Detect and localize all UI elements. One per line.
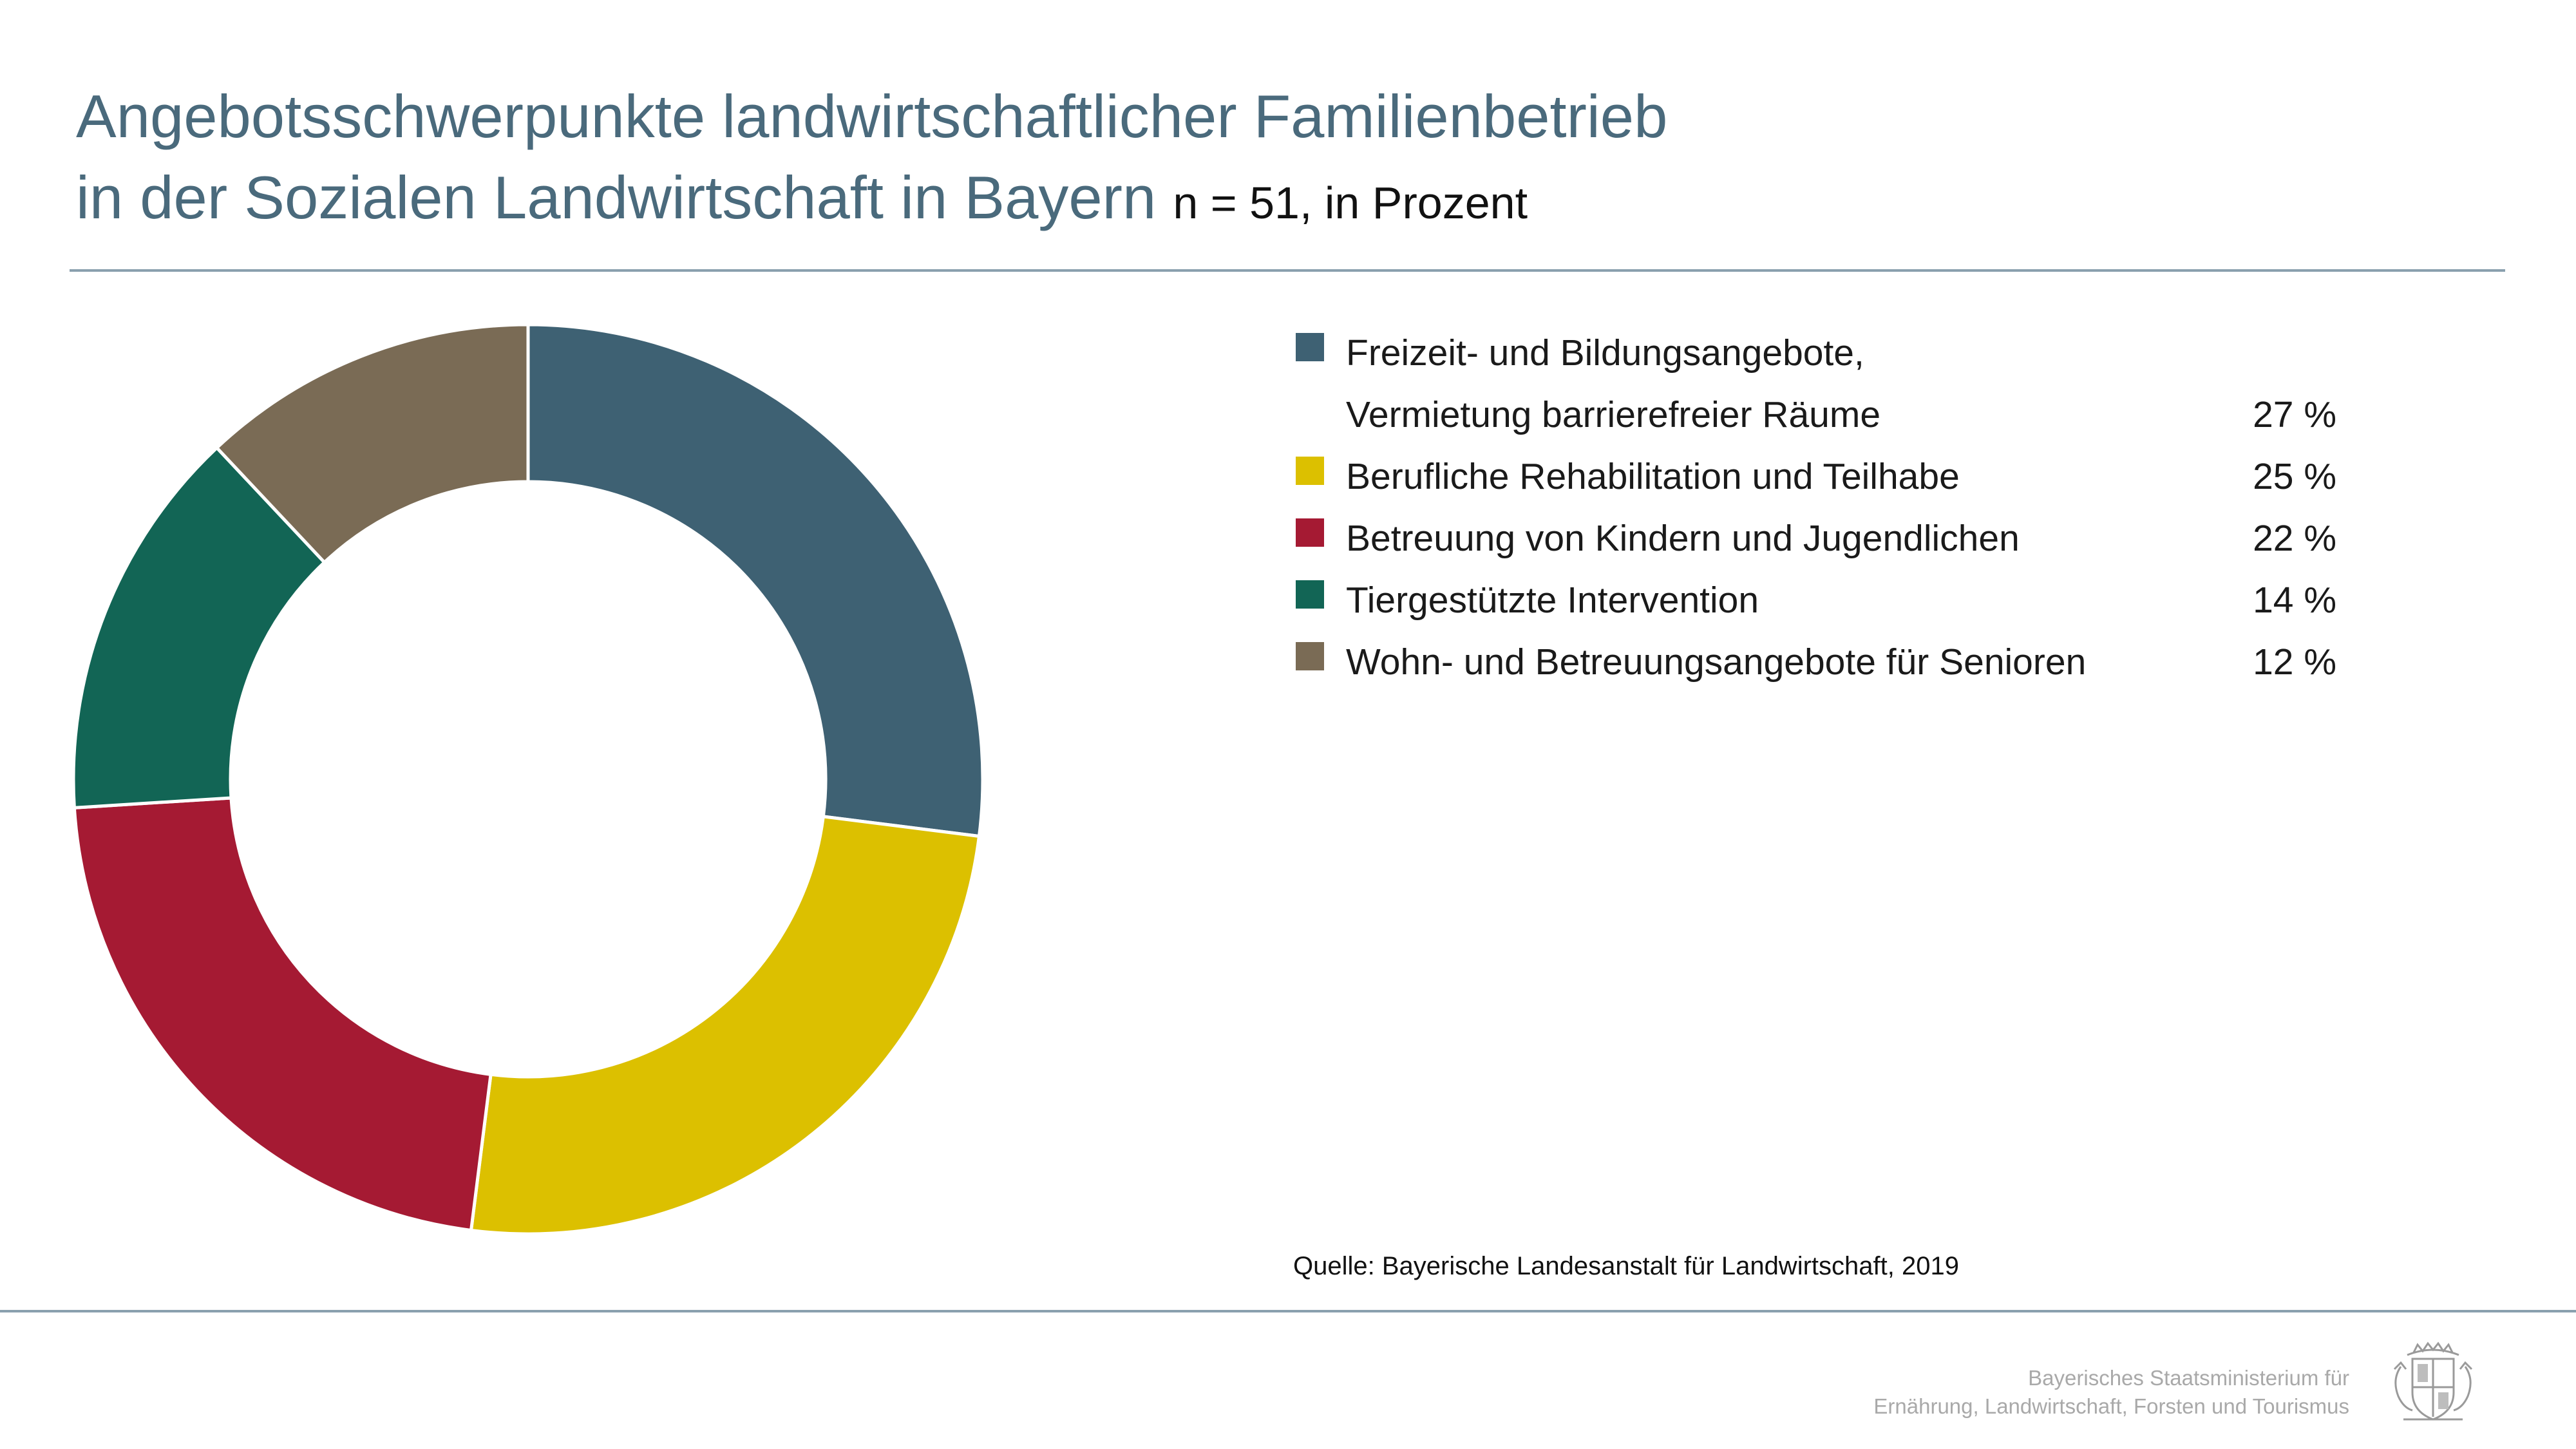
title-line-2: in der Sozialen Landwirtschaft in Bayern…: [76, 157, 2459, 243]
donut-slice-4: [71, 445, 327, 810]
legend-label: Freizeit- und Bildungsangebote, Vermietu…: [1346, 332, 1881, 435]
legend-swatch: [1296, 518, 1324, 547]
legend-swatch: [1296, 642, 1324, 670]
legend-value: 27 %: [2253, 394, 2336, 435]
legend-label: Wohn- und Betreuungsangebote für Seniore…: [1346, 641, 2087, 683]
ministry-name: Bayerisches Staatsministerium für Ernähr…: [1834, 1364, 2349, 1421]
legend-item: Betreuung von Kindern und Jugendlichen 2…: [1296, 507, 2352, 569]
legend-label: Betreuung von Kindern und Jugendlichen: [1346, 518, 2020, 559]
legend-label: Berufliche Rehabilitation und Teilhabe: [1346, 456, 1960, 497]
legend-value: 14 %: [2253, 580, 2336, 621]
title-line-2-text: in der Sozialen Landwirtschaft in Bayern: [76, 164, 1157, 231]
legend-item: Tiergestützte Intervention 14 %: [1296, 569, 2352, 631]
legend-item: Wohn- und Betreuungsangebote für Seniore…: [1296, 631, 2352, 693]
title-line-1: Angebotsschwerpunkte landwirtschaftliche…: [76, 82, 1668, 150]
legend-value: 25 %: [2253, 456, 2336, 497]
donut-slice-2: [469, 815, 981, 1236]
legend-item: Berufliche Rehabilitation und Teilhabe 2…: [1296, 446, 2352, 507]
donut-slice-1: [526, 323, 985, 838]
legend-label: Tiergestützte Intervention: [1346, 580, 1759, 621]
donut-slice-3: [72, 796, 493, 1233]
ministry-line-2: Ernährung, Landwirtschaft, Forsten und T…: [1873, 1394, 2349, 1418]
source-note: Quelle: Bayerische Landesanstalt für Lan…: [1293, 1252, 1959, 1280]
top-divider: [70, 269, 2505, 272]
legend-item: Freizeit- und Bildungsangebote, Vermietu…: [1296, 322, 2352, 446]
legend-value: 22 %: [2253, 518, 2336, 559]
legend-swatch: [1296, 457, 1324, 485]
legend-swatch: [1296, 333, 1324, 361]
legend-swatch: [1296, 580, 1324, 609]
donut-slice-5: [214, 323, 530, 565]
chart-subtitle: n = 51, in Prozent: [1173, 178, 1528, 228]
ministry-line-1: Bayerisches Staatsministerium für: [2028, 1366, 2349, 1390]
donut-chart: [71, 323, 985, 1236]
chart-title: Angebotsschwerpunkte landwirtschaftliche…: [76, 76, 2459, 243]
bavarian-coat-of-arms-logo: [2393, 1341, 2473, 1421]
chart-legend: Freizeit- und Bildungsangebote, Vermietu…: [1296, 322, 2352, 693]
bottom-divider: [0, 1310, 2576, 1312]
legend-value: 12 %: [2253, 641, 2336, 683]
